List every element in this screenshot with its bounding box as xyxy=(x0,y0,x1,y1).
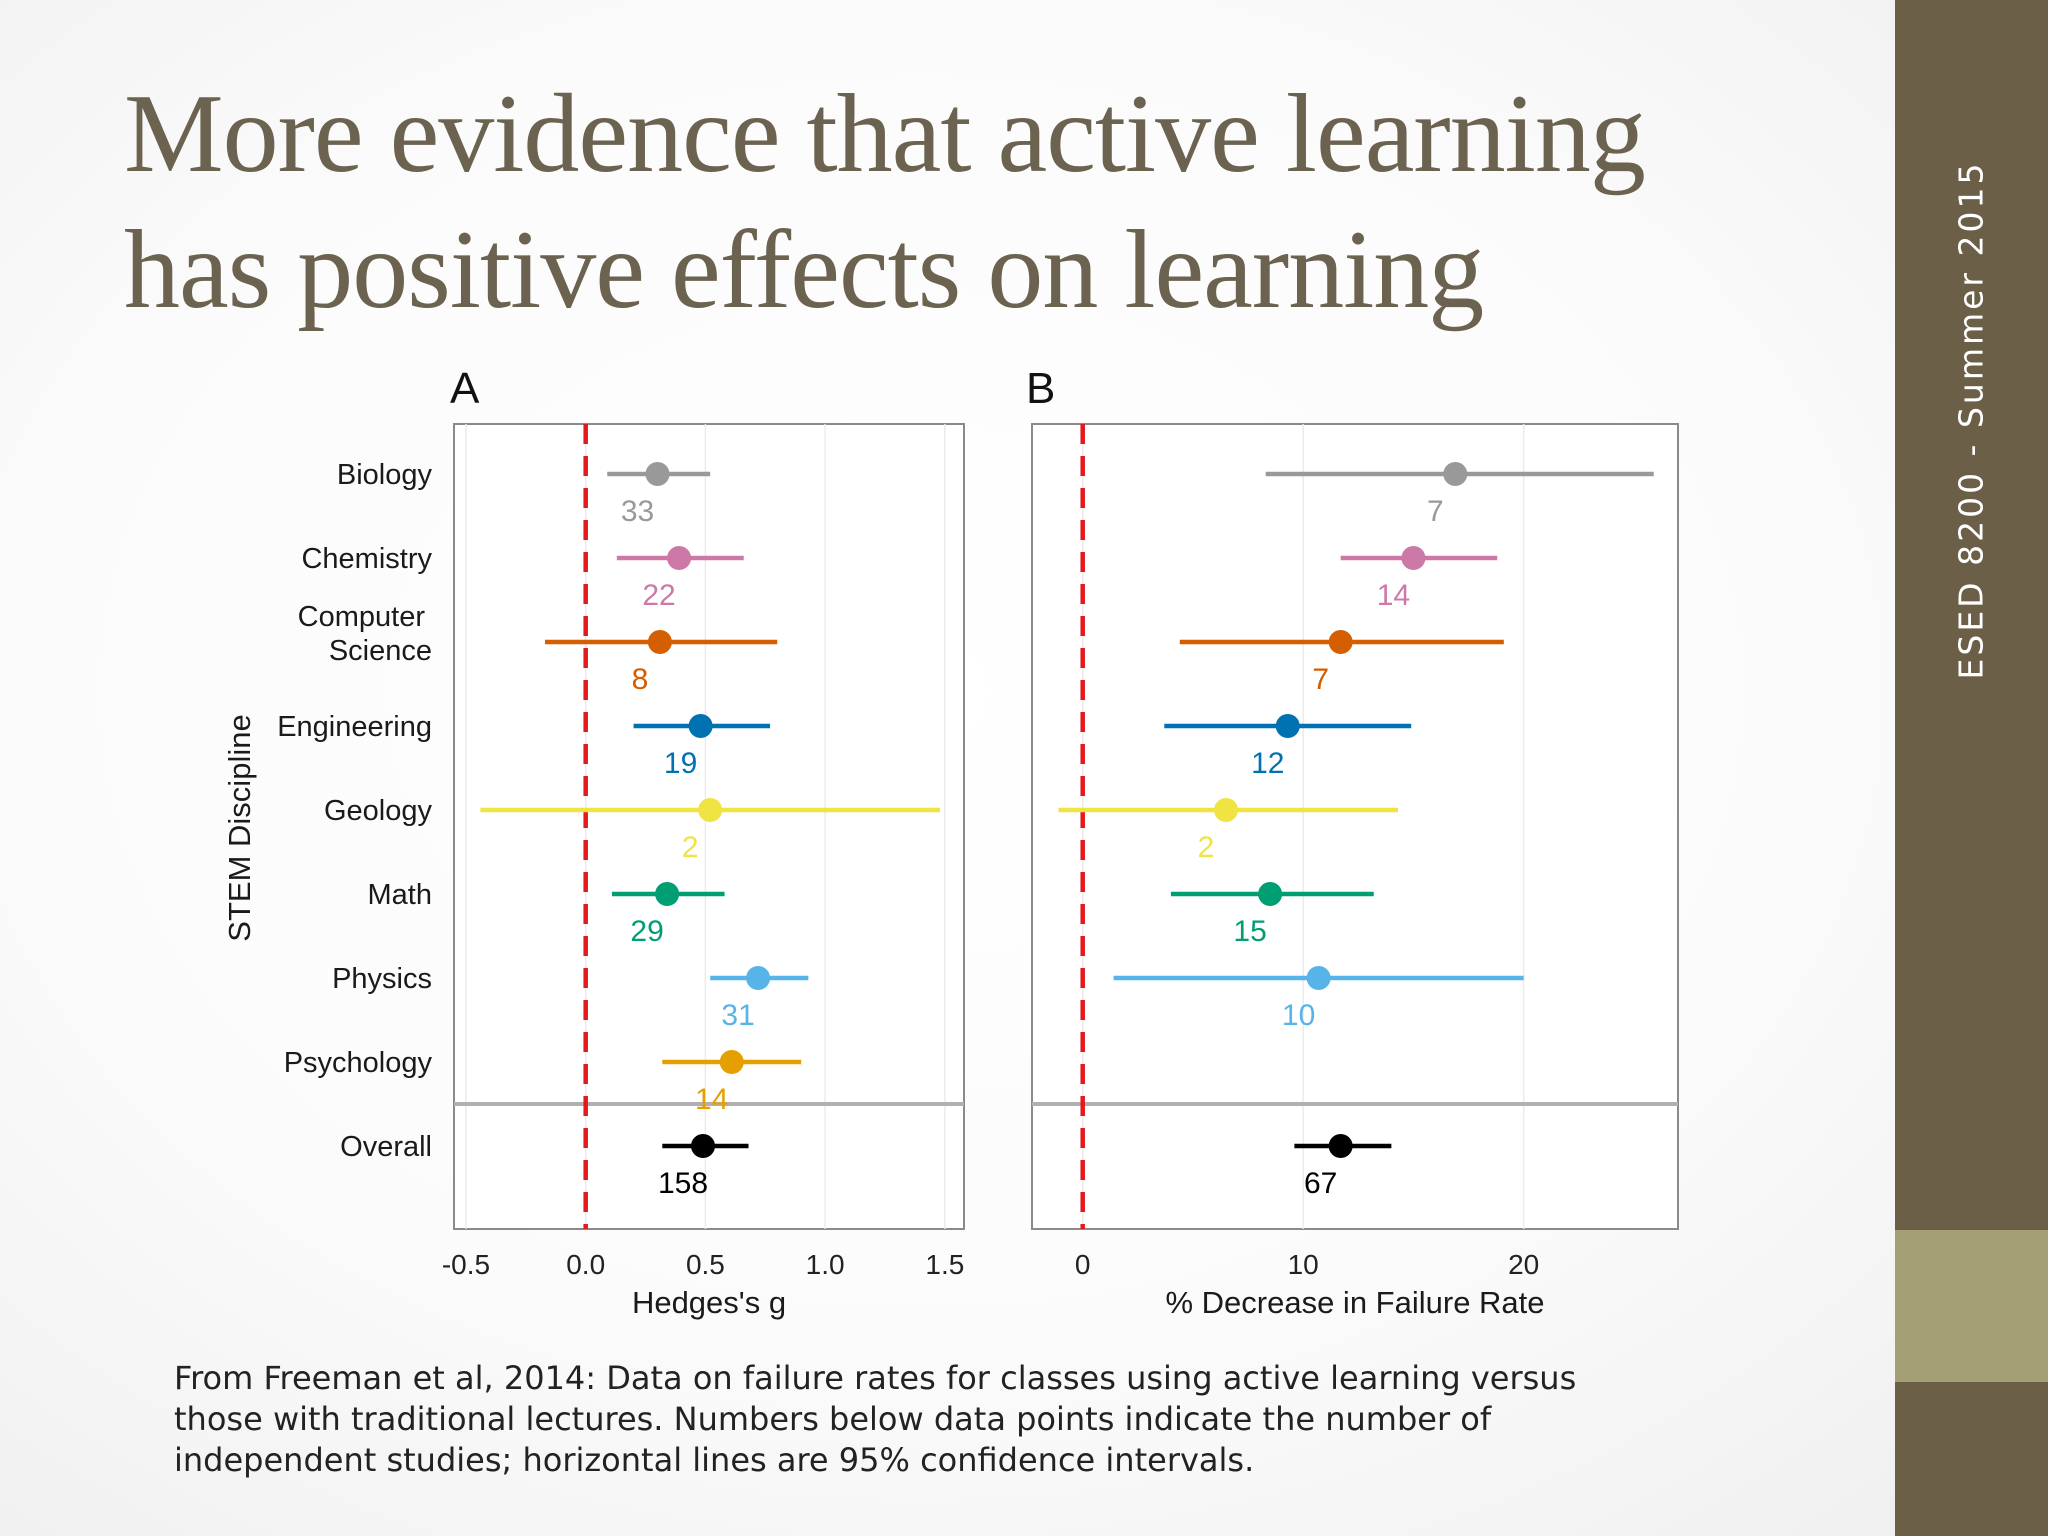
category-label: Engineering xyxy=(277,711,432,743)
slide-title: More evidence that active learning has p… xyxy=(124,66,1844,338)
estimate-point xyxy=(1214,798,1239,822)
study-count-label: 7 xyxy=(1312,663,1329,696)
y-axis-label: STEM Discipline xyxy=(222,714,257,941)
estimate-point xyxy=(1328,1134,1353,1158)
panel-a: -0.5 0.0 0.5 1.0 1.5 33 22 8 19 2 29 31 14 158 Hedges'… xyxy=(442,364,965,1320)
study-count-label: 31 xyxy=(721,999,754,1032)
estimate-point xyxy=(698,798,723,822)
estimate-point xyxy=(691,1134,716,1158)
sidebar: ESED 8200 - Summer 2015 xyxy=(1895,0,2048,1536)
study-count-label: 2 xyxy=(682,831,699,864)
sidebar-accent-block xyxy=(1895,1230,2048,1382)
study-count-label: 33 xyxy=(621,495,654,528)
panel-label: B xyxy=(1026,364,1055,413)
category-label: Overall xyxy=(340,1131,432,1163)
plot-frame xyxy=(1031,423,1679,1230)
study-count-label: 29 xyxy=(630,915,663,948)
estimate-point xyxy=(647,630,672,654)
study-count-label: 15 xyxy=(1233,915,1266,948)
estimate-point xyxy=(1328,630,1353,654)
figure-caption: From Freeman et al, 2014: Data on failur… xyxy=(174,1358,1734,1481)
estimate-point xyxy=(1258,882,1283,906)
caption-line-2: those with traditional lectures. Numbers… xyxy=(174,1400,1492,1438)
panel-label: A xyxy=(450,364,480,413)
study-count-label: 14 xyxy=(1377,579,1410,612)
category-label: Psychology xyxy=(284,1047,433,1079)
category-label: Chemistry xyxy=(301,543,432,575)
estimate-point xyxy=(746,966,771,990)
shared-axis: Biology Chemistry Computer Science Engineeri… xyxy=(222,459,432,1163)
x-axis-label: Hedges's g xyxy=(632,1285,786,1320)
study-count-label: 158 xyxy=(658,1167,708,1200)
x-axis-label: % Decrease in Failure Rate xyxy=(1165,1285,1544,1320)
study-count-label: 67 xyxy=(1304,1167,1337,1200)
study-count-label: 10 xyxy=(1282,999,1315,1032)
category-label: Physics xyxy=(332,963,432,995)
category-label: Biology xyxy=(337,459,433,491)
x-tick-label: 0 xyxy=(1075,1249,1091,1280)
x-tick-label: 1.5 xyxy=(925,1249,964,1280)
x-tick-label: -0.5 xyxy=(442,1249,490,1280)
estimate-point xyxy=(1401,546,1426,570)
estimate-point xyxy=(1443,462,1468,486)
estimate-point xyxy=(688,714,713,738)
study-count-label: 19 xyxy=(664,747,697,780)
x-tick-label: 0.0 xyxy=(566,1249,605,1280)
estimate-point xyxy=(655,882,680,906)
study-count-label: 2 xyxy=(1198,831,1215,864)
category-label: Computer Science xyxy=(298,601,432,667)
slide-title-line-2: has positive effects on learning xyxy=(124,208,1484,332)
x-tick-label: 20 xyxy=(1508,1249,1539,1280)
x-tick-label: 0.5 xyxy=(686,1249,725,1280)
study-count-label: 22 xyxy=(642,579,675,612)
panel-b: 0 10 20 7 14 7 12 2 15 10 67 % Decrease in Failure … xyxy=(1026,364,1679,1320)
estimate-point xyxy=(667,546,692,570)
study-count-label: 7 xyxy=(1427,495,1444,528)
x-tick-label: 10 xyxy=(1288,1249,1319,1280)
estimate-point xyxy=(1275,714,1300,738)
estimate-point xyxy=(645,462,670,486)
slide-title-line-1: More evidence that active learning xyxy=(124,72,1646,196)
estimate-point xyxy=(719,1050,744,1074)
estimate-point xyxy=(1306,966,1331,990)
caption-line-1: From Freeman et al, 2014: Data on failur… xyxy=(174,1359,1577,1397)
caption-line-3: independent studies; horizontal lines ar… xyxy=(174,1441,1255,1479)
course-label: ESED 8200 - Summer 2015 xyxy=(1951,160,1991,680)
study-count-label: 12 xyxy=(1251,747,1284,780)
study-count-label: 14 xyxy=(695,1083,728,1116)
study-count-label: 8 xyxy=(632,663,649,696)
x-tick-label: 1.0 xyxy=(806,1249,845,1280)
category-label: Math xyxy=(368,879,432,911)
category-label: Geology xyxy=(324,795,433,827)
forest-plot-figure: -0.5 0.0 0.5 1.0 1.5 33 22 8 19 2 29 31 14 158 Hedges'… xyxy=(222,364,1679,1320)
